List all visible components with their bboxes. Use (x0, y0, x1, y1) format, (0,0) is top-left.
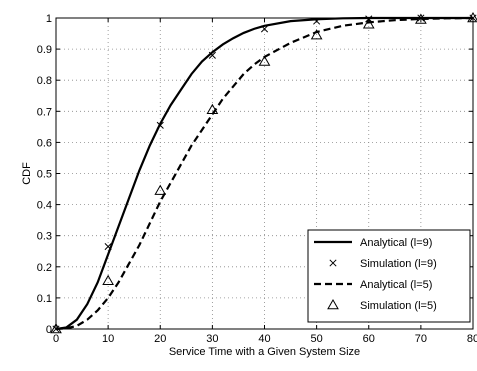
series-line-2 (55, 16, 474, 331)
legend-entry: Simulation (l=9) (329, 258, 437, 270)
y-tick-label: 0.9 (37, 44, 52, 56)
legend-items: Analytical (l=9) Simulation (l=9) Analytic… (314, 237, 437, 312)
x-tick-label: 40 (258, 333, 270, 345)
legend-triangle-marker (327, 298, 339, 310)
data-point-x-marker (104, 243, 112, 251)
grid-lines (56, 18, 473, 329)
legend: Analytical (l=9) Simulation (l=9) Analytic… (307, 229, 471, 323)
x-tick-label: 10 (102, 333, 114, 345)
legend-label: Analytical (l=9) (360, 237, 432, 249)
x-axis-label: Service Time with a Given System Size (169, 346, 360, 358)
x-tick-label: 0 (53, 333, 59, 345)
y-axis-label: CDF (21, 162, 33, 185)
data-point-triangle-marker (154, 184, 167, 195)
series-layer (50, 11, 477, 334)
x-tick-label: 20 (154, 333, 166, 345)
data-point-triangle-marker (206, 103, 219, 114)
y-tick-label: 0.4 (37, 200, 52, 212)
legend-label: Simulation (l=9) (360, 258, 437, 270)
x-tick-label: 60 (363, 333, 375, 345)
y-tick-label: 0.6 (37, 137, 52, 149)
data-point-triangle-marker (415, 13, 427, 24)
series-0 (55, 16, 473, 331)
data-point-triangle-marker (102, 274, 114, 286)
y-tick-label: 0.3 (37, 231, 52, 243)
legend-label: Simulation (l=5) (360, 300, 437, 312)
y-tick-label: 0.7 (37, 106, 52, 118)
y-tick-label: 0.8 (37, 75, 52, 87)
series-3 (50, 11, 477, 334)
data-point-triangle-marker (362, 18, 375, 29)
legend-entry: Simulation (l=5) (327, 298, 437, 312)
data-point-x-marker (260, 25, 269, 33)
y-tick-label: 0 (46, 324, 52, 336)
axis-ticks: 0 10 20 30 40 50 60 70 80 0 0.1 0.2 0.3 0.4 0.5 0.6 0.7 0… (37, 13, 477, 345)
data-point-x-marker (208, 51, 216, 59)
data-point-x-marker (156, 121, 164, 129)
x-tick-label: 30 (206, 333, 218, 345)
series-2 (55, 16, 474, 331)
legend-entry: Analytical (l=9) (314, 237, 432, 249)
y-tick-label: 0.1 (37, 293, 52, 305)
legend-x-marker (329, 259, 337, 267)
y-tick-label: 1 (46, 13, 52, 25)
y-tick-label: 0.5 (37, 169, 52, 181)
legend-box (307, 229, 471, 323)
x-tick-label: 80 (467, 333, 477, 345)
data-point-triangle-marker (310, 29, 323, 40)
data-point-triangle-marker (50, 322, 62, 334)
legend-entry: Analytical (l=5) (314, 279, 432, 291)
data-point-triangle-marker (258, 55, 271, 66)
legend-label: Analytical (l=5) (360, 279, 432, 291)
x-tick-label: 70 (415, 333, 427, 345)
series-line-0 (55, 16, 473, 331)
y-tick-label: 0.2 (37, 262, 52, 274)
x-tick-label: 50 (311, 333, 323, 345)
